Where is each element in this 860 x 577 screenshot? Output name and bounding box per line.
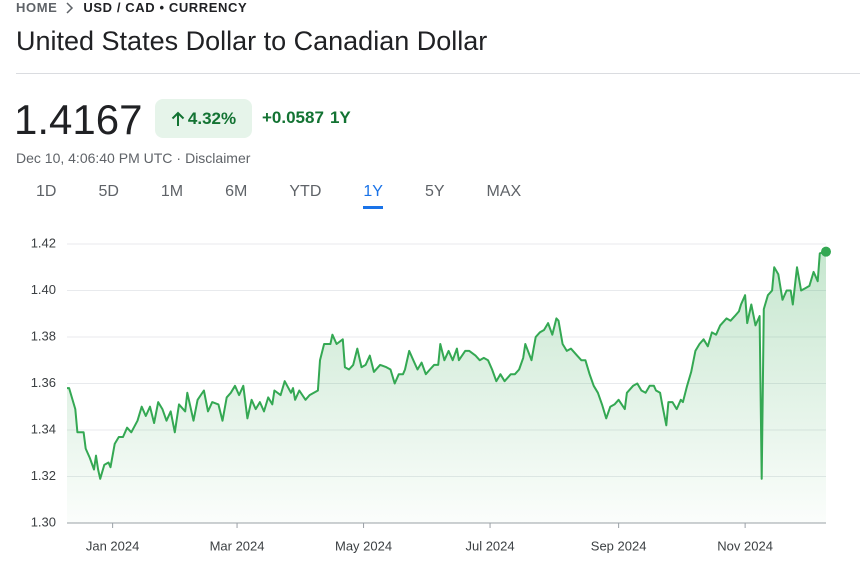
timestamp-row: Dec 10, 4:06:40 PM UTC · Disclaimer (16, 150, 250, 166)
x-tick-label: Nov 2024 (717, 538, 773, 553)
change-percent: 4.32% (187, 108, 237, 128)
range-tab[interactable]: 1Y (363, 183, 383, 209)
line (67, 250, 827, 480)
range-tab[interactable]: 1D (36, 183, 57, 200)
range-tabs: 1D 5D 1M 6M YTD 1Y 5Y MAX (36, 183, 521, 209)
separator: · (176, 150, 182, 166)
price: 1.4167 (14, 96, 143, 143)
change-period: 1Y (329, 108, 351, 127)
range-tab[interactable]: YTD (289, 183, 322, 200)
x-tick-label: May 2024 (335, 538, 392, 553)
y-tick-label: 1.38 (31, 328, 56, 343)
range-tab[interactable]: 1M (160, 183, 184, 200)
y-tick-label: 1.32 (31, 468, 56, 483)
x-tick-label: Sep 2024 (591, 538, 647, 553)
chevron-icon (66, 1, 74, 14)
change-value: +0.0587 (262, 108, 324, 127)
range-tab[interactable]: 6M (225, 183, 248, 200)
x-tick-label: Mar 2024 (210, 538, 265, 553)
y-tick-label: 1.36 (31, 375, 56, 390)
disclaimer-link[interactable]: Disclaimer (185, 150, 251, 166)
range-tab[interactable]: 5D (98, 183, 119, 200)
change: +0.0587 1Y (262, 108, 351, 128)
x-tick-label: Jan 2024 (86, 538, 140, 553)
x-tick-label: Jul 2024 (465, 538, 514, 553)
end-dot (821, 246, 831, 257)
y-tick-label: 1.42 (31, 235, 56, 250)
page-title: United States Dollar to Canadian Dollar (16, 26, 488, 56)
up-arrow-icon (171, 111, 185, 126)
divider (16, 73, 860, 74)
y-tick-label: 1.40 (31, 282, 56, 297)
range-tab[interactable]: MAX (486, 183, 522, 200)
breadcrumb-home[interactable]: HOME (16, 0, 58, 15)
y-tick-label: 1.30 (31, 514, 56, 529)
y-tick-label: 1.34 (31, 421, 56, 436)
range-tab[interactable]: 5Y (424, 183, 445, 200)
change-badge: 4.32% (155, 99, 252, 138)
breadcrumb-current[interactable]: USD / CAD • CURRENCY (83, 0, 248, 15)
timestamp: Dec 10, 4:06:40 PM UTC (16, 150, 173, 166)
area (67, 251, 826, 523)
breadcrumb: HOME USD / CAD • CURRENCY (16, 0, 247, 15)
